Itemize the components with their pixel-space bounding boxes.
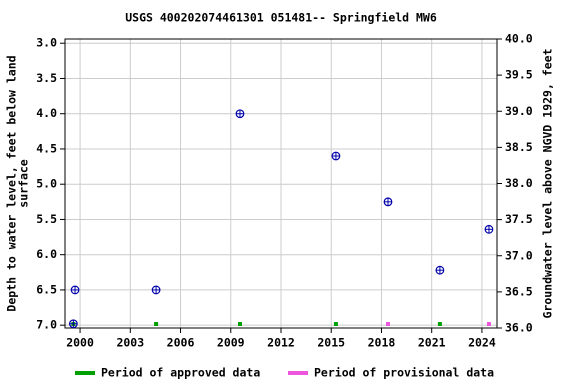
data-point	[70, 285, 80, 295]
y-tick-label: 3.5	[36, 71, 57, 85]
y-tick-label: 6.5	[36, 282, 57, 296]
data-point	[151, 285, 161, 295]
y-tick-label: 6.0	[36, 247, 57, 261]
y-tick-label: 4.0	[36, 106, 57, 120]
legend-label: Period of provisional data	[314, 366, 494, 380]
y-tick-label: 4.5	[36, 141, 57, 155]
data-point	[383, 197, 393, 207]
data-point	[235, 109, 245, 119]
data-point	[484, 224, 494, 234]
period-marker	[486, 322, 491, 326]
y2-tick-label: 39.0	[505, 104, 533, 118]
plot-frame	[64, 38, 498, 329]
y2-axis-label: Groundwater level above NGVD 1929, feet	[541, 48, 555, 318]
x-tick-label: 2012	[267, 336, 295, 350]
x-tick-label: 2003	[116, 336, 144, 350]
x-tick-label: 2009	[217, 336, 245, 350]
data-point	[435, 265, 445, 275]
y2-tick-label: 36.0	[505, 321, 533, 335]
period-marker	[385, 322, 390, 326]
y-tick-label: 5.0	[36, 177, 57, 191]
x-tick-label: 2021	[418, 336, 446, 350]
period-marker	[437, 322, 442, 326]
y2-tick-label: 38.0	[505, 176, 533, 190]
period-marker	[154, 322, 159, 326]
y2-tick-label: 38.5	[505, 140, 533, 154]
y-axis-label: surface	[17, 159, 31, 208]
data-point	[68, 319, 78, 329]
y-axis-label: Depth to water level, feet below land	[5, 55, 19, 311]
y2-tick-label: 37.0	[505, 248, 533, 262]
x-tick-label: 2015	[317, 336, 345, 350]
x-tick-label: 2018	[368, 336, 396, 350]
x-tick-label: 2000	[66, 336, 94, 350]
y2-tick-label: 39.5	[505, 68, 533, 82]
x-tick-label: 2024	[468, 336, 496, 350]
period-marker	[237, 322, 242, 326]
period-marker	[333, 322, 338, 326]
chart-title: USGS 400202074461301 051481-- Springfiel…	[125, 11, 437, 25]
x-tick-label: 2006	[167, 336, 195, 350]
y2-tick-label: 36.5	[505, 284, 533, 298]
y2-tick-label: 40.0	[505, 32, 533, 46]
y2-tick-label: 37.5	[505, 212, 533, 226]
legend-label: Period of approved data	[101, 366, 260, 380]
y-tick-label: 7.0	[36, 318, 57, 332]
y-tick-label: 3.0	[36, 36, 57, 50]
y-tick-label: 5.5	[36, 212, 57, 226]
data-point	[331, 151, 341, 161]
